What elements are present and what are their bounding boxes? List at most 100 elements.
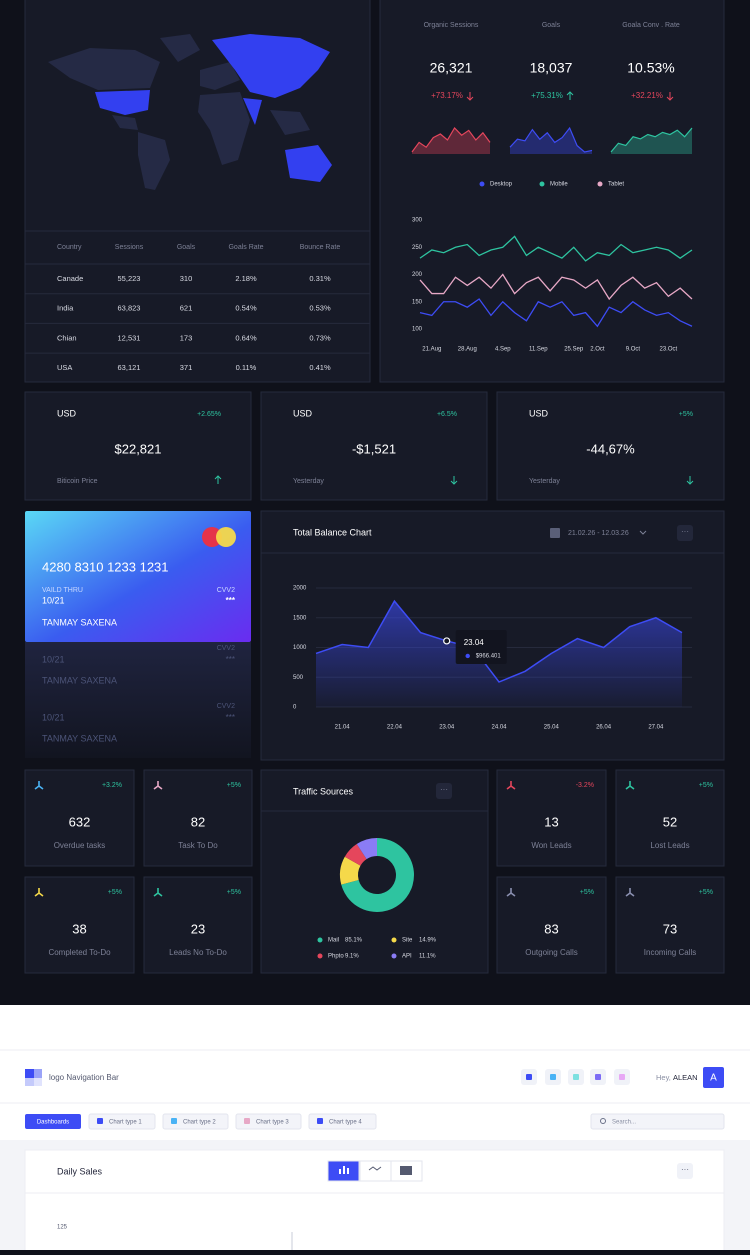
task-card xyxy=(615,876,725,974)
user-name: ALEAN xyxy=(673,1073,698,1082)
change: -3.2% xyxy=(576,782,594,789)
currency: USD xyxy=(57,408,77,418)
task-label: Won Leads xyxy=(531,841,571,850)
greeting: Hey, xyxy=(656,1073,671,1082)
avatar[interactable] xyxy=(703,1067,724,1088)
task-value: 52 xyxy=(663,814,677,829)
task-icon xyxy=(625,888,635,897)
logo-square xyxy=(34,1069,42,1078)
change: +6.5% xyxy=(437,411,457,418)
table-cell: 371 xyxy=(180,363,193,372)
reflection-text: *** xyxy=(226,655,235,664)
change: +5% xyxy=(699,889,713,896)
legend-value: 85.1% xyxy=(345,938,363,944)
x-tick-label: 23.04 xyxy=(439,725,455,731)
table-cell: 0.31% xyxy=(309,274,331,283)
currency-card xyxy=(260,391,488,501)
legend-label: Tablet xyxy=(608,182,624,188)
card-holder: TANMAY SAXENA xyxy=(42,617,117,627)
x-tick-label: 21.Aug xyxy=(422,347,441,353)
task-card xyxy=(615,769,725,867)
legend-dot xyxy=(391,937,397,943)
task-card xyxy=(143,876,253,974)
tooltip-text: $966.401 xyxy=(476,654,502,660)
task-icon xyxy=(506,888,516,897)
more-button[interactable] xyxy=(677,1163,693,1179)
task-value: 38 xyxy=(72,921,86,936)
donut-slice xyxy=(339,856,361,885)
tab-icon xyxy=(97,1118,103,1124)
task-icon xyxy=(506,781,516,790)
trend-arrow xyxy=(666,92,674,101)
stat-change: +73.17% xyxy=(431,91,463,100)
legend-dot xyxy=(597,181,603,187)
donut-slice xyxy=(341,838,414,912)
series-line xyxy=(419,235,693,262)
sparkline-line xyxy=(509,126,593,153)
task-value: 82 xyxy=(191,814,205,829)
task-card xyxy=(143,769,253,867)
currency-card xyxy=(496,391,725,501)
table-cell: 2.18% xyxy=(235,274,257,283)
stat-change: +32.21% xyxy=(631,91,663,100)
view-toggle[interactable] xyxy=(359,1160,392,1182)
world-map xyxy=(48,34,332,190)
table-header: Country xyxy=(57,244,82,251)
x-tick-label: 21.04 xyxy=(335,725,351,731)
caption: Yesterday xyxy=(529,478,560,485)
search-box[interactable] xyxy=(590,1113,725,1130)
stat-change: +75.31% xyxy=(531,91,563,100)
tab[interactable] xyxy=(308,1113,377,1130)
task-label: Outgoing Calls xyxy=(525,948,577,957)
toggle-icon xyxy=(368,1166,382,1171)
nav-icon xyxy=(573,1074,579,1080)
y-tick-label: 0 xyxy=(293,705,297,711)
y-tick-label: 1500 xyxy=(293,615,307,621)
card-value: $22,821 xyxy=(115,441,162,456)
traffic-panel xyxy=(260,769,489,974)
legend-value: 14.9% xyxy=(419,938,437,944)
sparkline-area xyxy=(412,128,490,154)
sparkline-line xyxy=(610,127,693,153)
more-button[interactable] xyxy=(677,525,693,541)
tab[interactable] xyxy=(162,1113,229,1130)
legend-value: 9.1% xyxy=(345,954,359,960)
table-cell: 173 xyxy=(180,333,193,342)
reflection-text: CVV2 xyxy=(217,645,235,652)
card-logo xyxy=(216,527,236,547)
task-icon xyxy=(625,781,635,790)
credit-card xyxy=(25,511,251,642)
legend-dot xyxy=(479,181,485,187)
tab-label: Chart type 4 xyxy=(329,1120,362,1126)
card-value: -44,67% xyxy=(586,441,635,456)
nav-icon xyxy=(550,1074,556,1080)
x-tick-label: 11.Sep xyxy=(529,347,548,353)
table-cell: 12,531 xyxy=(118,333,141,342)
sparkline-line xyxy=(411,127,491,153)
tab[interactable] xyxy=(25,1114,81,1129)
donut-slice xyxy=(356,838,377,860)
toggle-icon xyxy=(347,1168,349,1174)
card-label: CVV2 xyxy=(217,587,235,594)
stat-label: Goals xyxy=(542,22,561,29)
tooltip-dot xyxy=(465,653,470,659)
area-line xyxy=(315,599,683,683)
y-tick-label: 100 xyxy=(412,327,423,333)
table-cell: 63,823 xyxy=(118,304,141,313)
tab[interactable] xyxy=(235,1113,302,1130)
legend-label: Site xyxy=(402,938,413,944)
table-cell: India xyxy=(57,304,74,313)
currency-card xyxy=(24,391,252,501)
more-button[interactable] xyxy=(436,783,452,799)
tooltip-title: 23.04 xyxy=(464,638,485,647)
change: +5% xyxy=(699,782,713,789)
toggle-icon xyxy=(400,1166,412,1175)
legend-dot xyxy=(317,937,323,943)
table-header: Goals Rate xyxy=(228,244,263,251)
task-label: Task To Do xyxy=(178,841,218,850)
tab[interactable] xyxy=(88,1113,156,1130)
series-line xyxy=(419,273,693,301)
change: +5% xyxy=(679,411,693,418)
date-range[interactable]: 21.02.26 - 12.03.26 xyxy=(568,530,629,537)
x-tick-label: 9.Oct xyxy=(626,347,641,353)
